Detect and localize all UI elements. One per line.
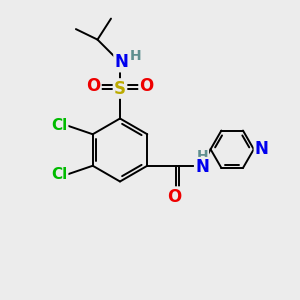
Text: O: O <box>86 77 100 95</box>
Text: O: O <box>140 77 154 95</box>
Text: N: N <box>195 158 209 176</box>
Text: H: H <box>196 149 208 163</box>
Text: H: H <box>130 49 141 62</box>
Text: N: N <box>255 140 269 158</box>
Text: S: S <box>114 80 126 98</box>
Text: O: O <box>167 188 182 206</box>
Text: Cl: Cl <box>51 167 67 182</box>
Text: N: N <box>115 53 128 71</box>
Text: Cl: Cl <box>51 118 67 133</box>
